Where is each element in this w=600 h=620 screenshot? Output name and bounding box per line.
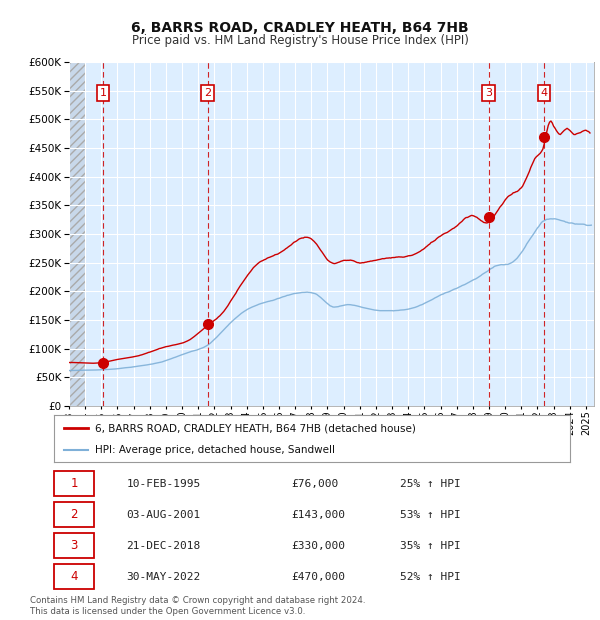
FancyBboxPatch shape: [54, 564, 94, 589]
Text: 4: 4: [70, 570, 78, 583]
Text: 1: 1: [100, 88, 107, 98]
Text: £470,000: £470,000: [292, 572, 346, 582]
Text: 30-MAY-2022: 30-MAY-2022: [126, 572, 200, 582]
Text: 53% ↑ HPI: 53% ↑ HPI: [400, 510, 460, 520]
Text: 10-FEB-1995: 10-FEB-1995: [126, 479, 200, 489]
Text: 25% ↑ HPI: 25% ↑ HPI: [400, 479, 460, 489]
FancyBboxPatch shape: [54, 533, 94, 558]
Text: Price paid vs. HM Land Registry's House Price Index (HPI): Price paid vs. HM Land Registry's House …: [131, 34, 469, 46]
FancyBboxPatch shape: [54, 502, 94, 527]
FancyBboxPatch shape: [54, 471, 94, 496]
Text: 03-AUG-2001: 03-AUG-2001: [126, 510, 200, 520]
Text: £330,000: £330,000: [292, 541, 346, 551]
Text: £76,000: £76,000: [292, 479, 338, 489]
Text: 3: 3: [70, 539, 78, 552]
Text: 6, BARRS ROAD, CRADLEY HEATH, B64 7HB: 6, BARRS ROAD, CRADLEY HEATH, B64 7HB: [131, 21, 469, 35]
Text: 35% ↑ HPI: 35% ↑ HPI: [400, 541, 460, 551]
Text: Contains HM Land Registry data © Crown copyright and database right 2024.
This d: Contains HM Land Registry data © Crown c…: [30, 596, 365, 616]
Text: 2: 2: [204, 88, 211, 98]
Text: £143,000: £143,000: [292, 510, 346, 520]
Text: 1: 1: [70, 477, 78, 490]
Bar: [69, 62, 85, 406]
Text: 3: 3: [485, 88, 492, 98]
Text: 21-DEC-2018: 21-DEC-2018: [126, 541, 200, 551]
Text: 2: 2: [70, 508, 78, 521]
Text: 52% ↑ HPI: 52% ↑ HPI: [400, 572, 460, 582]
Text: 6, BARRS ROAD, CRADLEY HEATH, B64 7HB (detached house): 6, BARRS ROAD, CRADLEY HEATH, B64 7HB (d…: [95, 423, 416, 433]
Text: 4: 4: [541, 88, 548, 98]
Text: HPI: Average price, detached house, Sandwell: HPI: Average price, detached house, Sand…: [95, 445, 335, 455]
